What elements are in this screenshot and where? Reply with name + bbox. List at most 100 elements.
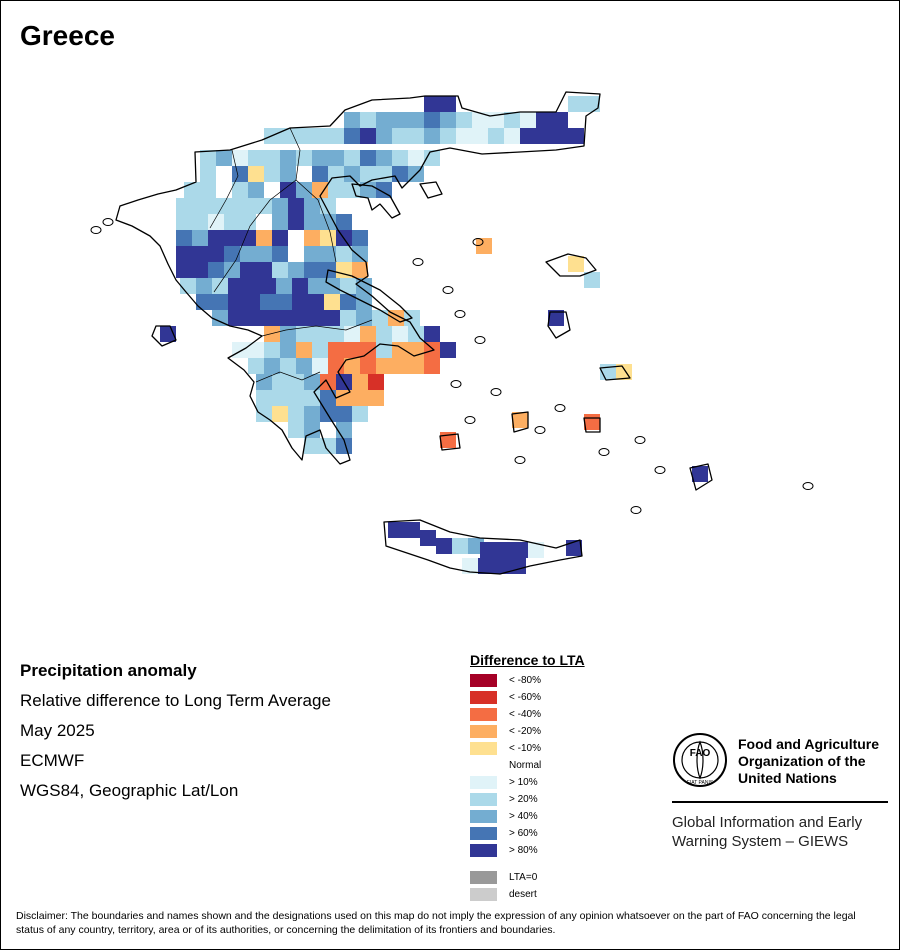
grid-cell (568, 256, 584, 272)
grid-cell (304, 422, 320, 438)
grid-cell (240, 230, 256, 246)
grid-cell (344, 326, 360, 342)
coastline (599, 365, 631, 381)
grid-cell (192, 198, 208, 214)
grid-cell (256, 390, 272, 406)
grid-cell (324, 310, 340, 326)
grid-cell (272, 214, 288, 230)
grid-cell (312, 342, 328, 358)
grid-cell (344, 358, 360, 374)
grid-cell (536, 128, 552, 144)
grid-cell (476, 238, 492, 254)
grid-cell (216, 150, 232, 166)
grid-cell (352, 246, 368, 262)
legend-swatch (470, 691, 497, 704)
grid-cell (352, 230, 368, 246)
fao-name: Food and Agriculture Organization of the… (738, 736, 880, 786)
grid-cell (376, 128, 392, 144)
grid-cell (256, 262, 272, 278)
grid-cell (360, 150, 376, 166)
grid-cell (240, 214, 256, 230)
grid-cell (584, 96, 600, 112)
grid-cell (272, 374, 288, 390)
grid-cell (224, 246, 240, 262)
grid-cell (288, 374, 304, 390)
grid-cell (288, 246, 304, 262)
legend-items: < -80% < -60% < -40% < -20% < -10% Normal > 10… (470, 672, 585, 903)
grid-cell (208, 246, 224, 262)
small-island (634, 436, 646, 444)
grid-cell (336, 262, 352, 278)
grid-cell (288, 390, 304, 406)
legend-item: desert (470, 886, 585, 903)
grid-cell (424, 326, 440, 342)
small-island (442, 286, 454, 294)
grid-cell (368, 374, 384, 390)
grid-cell (440, 96, 456, 112)
grid-cell (272, 198, 288, 214)
grid-cell (304, 406, 320, 422)
grid-cell (440, 342, 456, 358)
grid-cell (328, 342, 344, 358)
grid-cell (584, 272, 600, 288)
grid-cell (272, 246, 288, 262)
grid-cell (212, 294, 228, 310)
grid-cell (320, 198, 336, 214)
grid-cell (248, 358, 264, 374)
grid-cell (404, 522, 420, 538)
legend-swatch (470, 888, 497, 901)
grid-cell (288, 422, 304, 438)
grid-cell (392, 166, 408, 182)
grid-cell (528, 542, 544, 558)
grid-cell (292, 278, 308, 294)
grid-cell (376, 150, 392, 166)
grid-cell (296, 128, 312, 144)
grid-cell (296, 342, 312, 358)
grid-cell (392, 150, 408, 166)
grid-cell (360, 358, 376, 374)
legend-swatch (470, 827, 497, 840)
grid-cell (692, 466, 708, 482)
grid-cell (208, 230, 224, 246)
legend-label: LTA=0 (509, 872, 538, 883)
grid-cell (328, 150, 344, 166)
grid-cell (288, 230, 304, 246)
grid-cell (456, 112, 472, 128)
small-island (554, 404, 566, 412)
grid-cell (336, 214, 352, 230)
grid-cell (420, 530, 436, 546)
grid-cell (260, 310, 276, 326)
map-title: Greece (20, 20, 115, 51)
small-island (450, 380, 462, 388)
grid-cell (248, 182, 264, 198)
small-island (90, 226, 102, 234)
grid-cell (296, 182, 312, 198)
small-island (802, 482, 814, 490)
grid-cell (280, 150, 296, 166)
grid-cell (212, 310, 228, 326)
small-island (514, 456, 526, 464)
grid-cell (272, 262, 288, 278)
grid-cell (308, 310, 324, 326)
grid-cell (352, 406, 368, 422)
grid-cell (264, 166, 280, 182)
grid-cell (494, 558, 510, 574)
small-island (464, 416, 476, 424)
grid-cell (360, 342, 376, 358)
coastline (325, 269, 413, 323)
grid-cell (304, 374, 320, 390)
grid-cell (344, 150, 360, 166)
fao-divider (672, 801, 888, 803)
precipitation-map (90, 91, 814, 575)
grid-cell (320, 390, 336, 406)
grid-cell (376, 342, 392, 358)
grid-cell (280, 166, 296, 182)
grid-cell (372, 310, 388, 326)
grid-cell (200, 182, 216, 198)
grid-cell (424, 96, 440, 112)
coastline (419, 181, 443, 199)
grid-cell (288, 198, 304, 214)
map-metadata: Precipitation anomaly Relative differenc… (20, 656, 331, 806)
grid-cell (512, 412, 528, 428)
grid-cell (208, 214, 224, 230)
